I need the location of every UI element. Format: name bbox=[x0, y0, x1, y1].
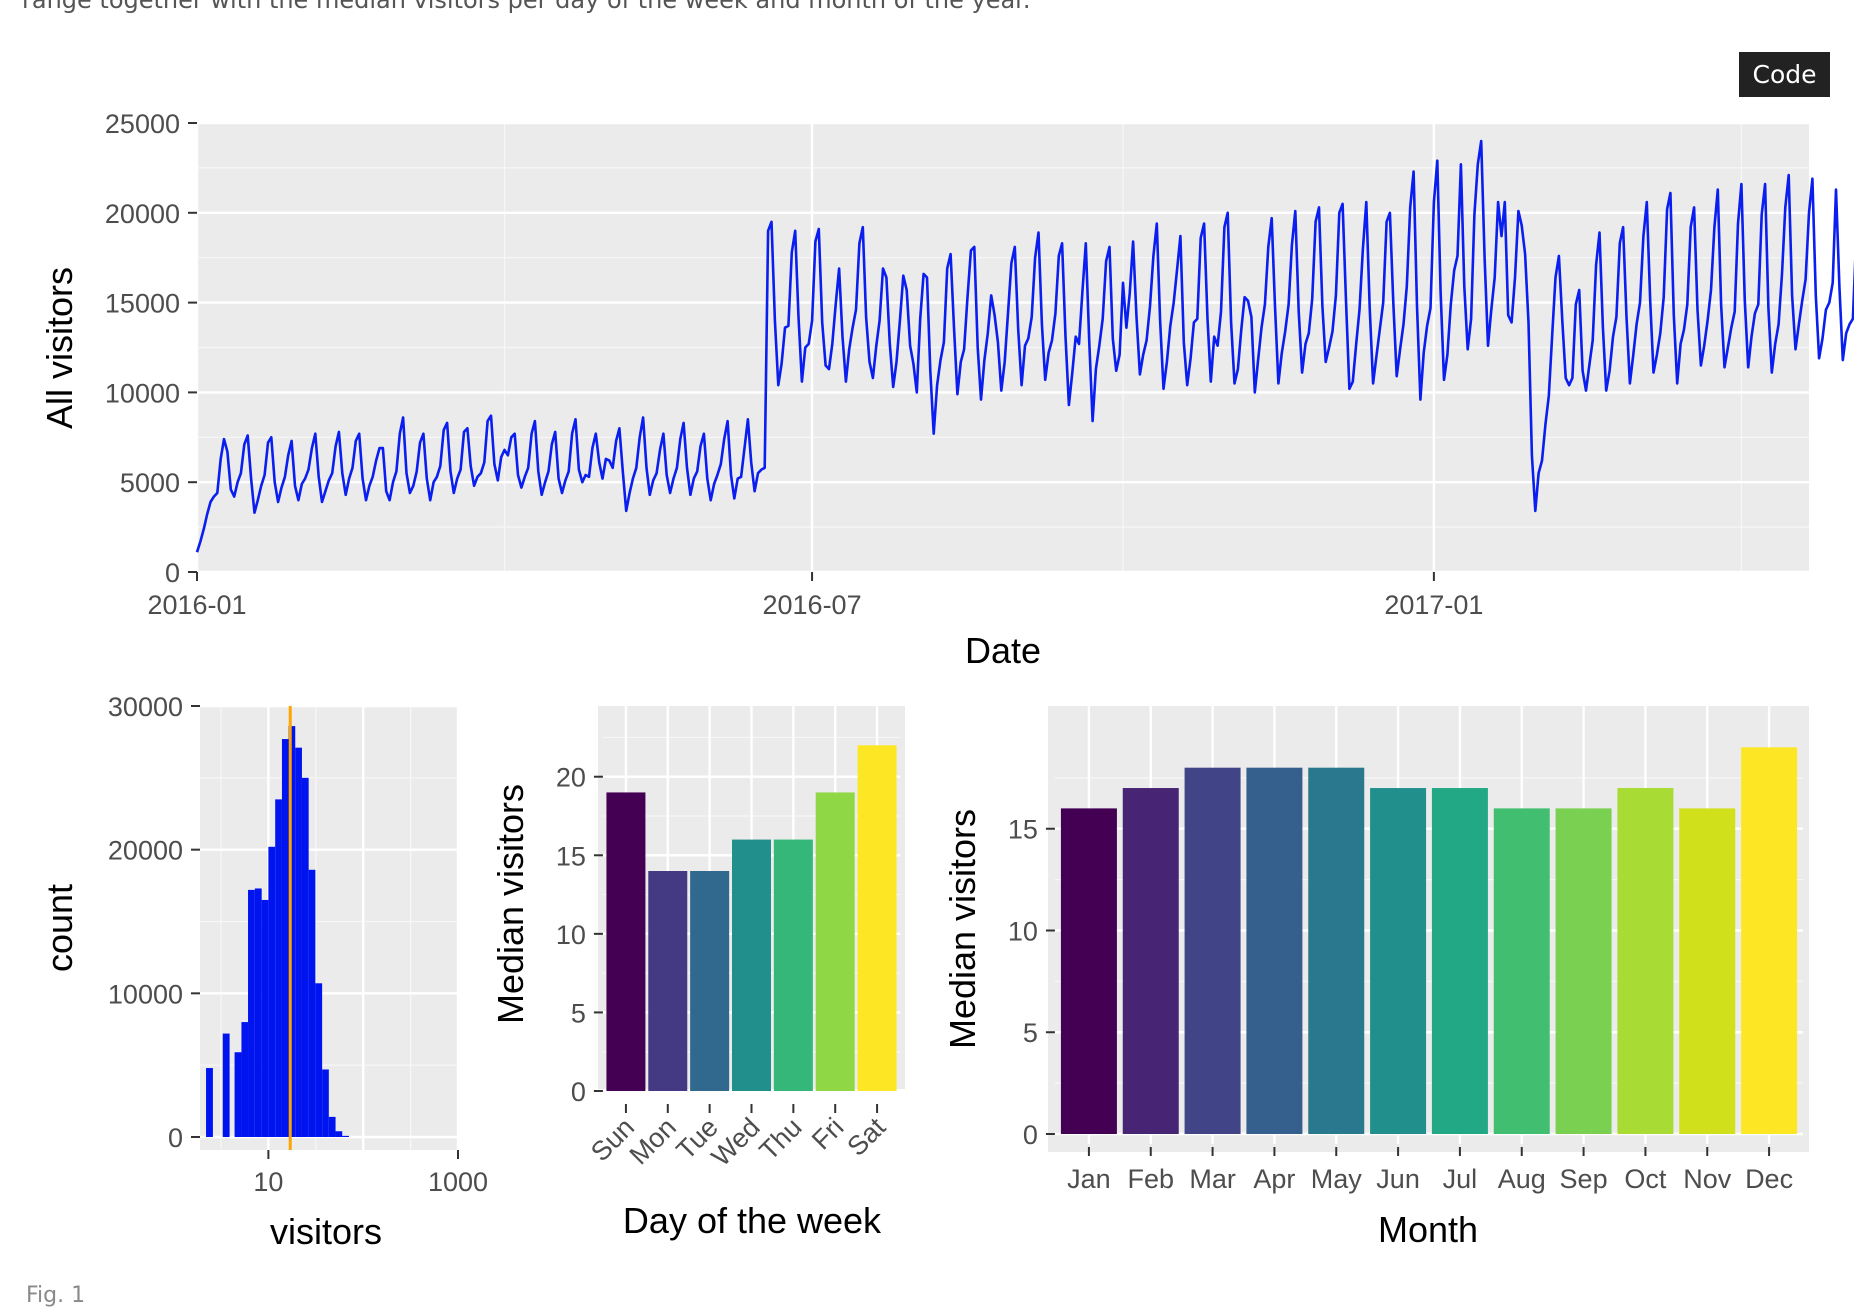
month-x-tick-label: Aug bbox=[1498, 1164, 1546, 1194]
weekday-xlabel: Day of the week bbox=[623, 1200, 882, 1241]
code-button[interactable]: Code bbox=[1739, 52, 1830, 97]
histogram-bar bbox=[308, 869, 316, 1137]
weekday-bar bbox=[857, 745, 897, 1091]
month-x-tick-label: Jun bbox=[1376, 1164, 1420, 1194]
histogram-bar bbox=[268, 846, 276, 1137]
weekday-bar bbox=[732, 839, 771, 1091]
y-tick-label: 10000 bbox=[108, 979, 183, 1009]
visitors-line bbox=[195, 139, 1854, 553]
month-bar bbox=[1555, 808, 1612, 1134]
weekday-x-tick-label: Fri bbox=[806, 1112, 849, 1155]
weekday-y-tick-label: 0 bbox=[571, 1077, 586, 1107]
histogram-bar bbox=[248, 889, 255, 1137]
y-tick-label: 5000 bbox=[120, 468, 180, 498]
time-series-ylabel: All visitors bbox=[39, 267, 80, 429]
histogram-panel: 0 10000 20000 30000 10 1000 visitors count bbox=[39, 692, 488, 1252]
month-x-tick-label: May bbox=[1311, 1164, 1363, 1194]
histogram-bar bbox=[342, 1135, 349, 1137]
month-bar bbox=[1679, 808, 1736, 1134]
y-tick-label: 0 bbox=[165, 558, 180, 588]
month-y-tick-label: 5 bbox=[1023, 1018, 1038, 1048]
histogram-bar bbox=[315, 983, 323, 1137]
month-y-tick-label: 15 bbox=[1008, 815, 1038, 845]
time-series-panel: 0 5000 10000 15000 20000 25000 2016-01 2016-07 2… bbox=[39, 109, 1854, 671]
histogram-ylabel: count bbox=[39, 884, 80, 972]
month-x-tick-label: Mar bbox=[1189, 1164, 1236, 1194]
weekday-bar bbox=[648, 871, 688, 1091]
month-x-tick-label: Nov bbox=[1683, 1164, 1732, 1194]
month-x-tick-label: Oct bbox=[1624, 1164, 1667, 1194]
histogram-bar bbox=[322, 1069, 329, 1137]
month-xlabel: Month bbox=[1378, 1209, 1478, 1250]
x-tick-label: 2016-07 bbox=[763, 590, 862, 620]
weekday-bar bbox=[773, 839, 813, 1091]
histogram-bar bbox=[254, 888, 262, 1137]
month-bar bbox=[1308, 767, 1365, 1134]
month-x-tick-label: Feb bbox=[1127, 1164, 1174, 1194]
weekday-y-tick-label: 15 bbox=[556, 841, 586, 871]
month-y-tick-label: 10 bbox=[1008, 916, 1038, 946]
y-tick-label: 10000 bbox=[105, 378, 180, 408]
y-tick-label: 20000 bbox=[108, 836, 183, 866]
month-bar bbox=[1370, 788, 1427, 1134]
month-bar bbox=[1617, 788, 1674, 1134]
figure-caption: range together with the median visitors … bbox=[22, 0, 1031, 14]
weekday-y-tick-label: 20 bbox=[556, 763, 586, 793]
x-tick-label: 2017-01 bbox=[1384, 590, 1483, 620]
weekday-ylabel: Median visitors bbox=[490, 784, 531, 1024]
histogram-bar bbox=[261, 899, 269, 1137]
histogram-bar bbox=[222, 1033, 230, 1137]
y-tick-label: 15000 bbox=[105, 289, 180, 319]
month-x-tick-label: Apr bbox=[1253, 1164, 1295, 1194]
histogram-bar bbox=[241, 1022, 249, 1137]
weekday-y-tick-label: 5 bbox=[571, 998, 586, 1028]
month-bar bbox=[1246, 767, 1303, 1134]
x-tick-label: 2016-01 bbox=[147, 590, 246, 620]
month-bar bbox=[1741, 747, 1798, 1134]
weekday-bar bbox=[606, 792, 646, 1091]
histogram-bar bbox=[234, 1052, 242, 1137]
histogram-bar bbox=[301, 777, 309, 1137]
weekday-x-tick-label: Thu bbox=[753, 1112, 807, 1166]
weekday-bar bbox=[690, 871, 730, 1091]
figure-label: Fig. 1 bbox=[26, 1283, 86, 1308]
month-ylabel: Median visitors bbox=[942, 809, 983, 1049]
histogram-bar bbox=[281, 739, 289, 1137]
month-panel: 0 5 10 15 Jan Feb Mar Apr May Jun Jul Aug Sep Oct Nov D… bbox=[942, 706, 1809, 1250]
month-y-tick-label: 0 bbox=[1023, 1120, 1038, 1150]
month-x-tick-label: Jul bbox=[1443, 1164, 1478, 1194]
month-x-tick-label: Sep bbox=[1560, 1164, 1608, 1194]
y-tick-label: 30000 bbox=[108, 692, 183, 722]
histogram-bar bbox=[335, 1131, 343, 1137]
x-tick-label: 1000 bbox=[428, 1167, 488, 1197]
histogram-bar bbox=[288, 726, 296, 1137]
time-series-xlabel: Date bbox=[965, 630, 1041, 671]
y-tick-label: 0 bbox=[168, 1123, 183, 1153]
y-tick-label: 20000 bbox=[105, 199, 180, 229]
month-bar bbox=[1122, 788, 1179, 1134]
month-bar bbox=[1184, 767, 1241, 1134]
x-tick-label: 10 bbox=[253, 1167, 283, 1197]
month-x-tick-label: Dec bbox=[1745, 1164, 1793, 1194]
histogram-bar bbox=[206, 1068, 213, 1137]
weekday-y-tick-label: 10 bbox=[556, 920, 586, 950]
y-tick-label: 25000 bbox=[105, 109, 180, 139]
month-bar bbox=[1493, 808, 1550, 1134]
month-bar bbox=[1060, 808, 1117, 1134]
month-x-tick-label: Jan bbox=[1067, 1164, 1111, 1194]
histogram-bar bbox=[275, 799, 282, 1137]
histogram-xlabel: visitors bbox=[270, 1211, 382, 1252]
histogram-bar bbox=[295, 747, 302, 1137]
weekday-bar bbox=[815, 792, 855, 1091]
weekday-x-tick-label: Sat bbox=[841, 1112, 891, 1162]
month-bar bbox=[1431, 788, 1488, 1134]
histogram-bar bbox=[328, 1116, 336, 1137]
